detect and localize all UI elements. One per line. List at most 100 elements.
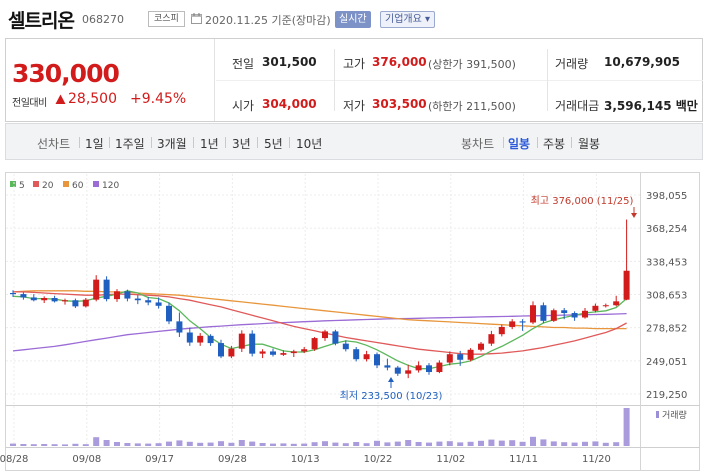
toolbar-separator <box>109 137 110 148</box>
high-annotation: 최고 376,000 (11/25) <box>531 195 634 207</box>
volume-bar <box>405 440 412 446</box>
volume-bar <box>280 443 287 446</box>
volume-bar <box>186 441 193 446</box>
candle-down <box>426 365 432 373</box>
candle-down <box>342 343 349 350</box>
period-1day[interactable]: 1일 <box>85 137 104 151</box>
candle-down <box>519 321 526 323</box>
candle-down <box>207 335 214 344</box>
period-1year[interactable]: 1년 <box>200 137 219 151</box>
candle-down <box>72 300 79 307</box>
volume-bar <box>249 441 256 446</box>
legend-label-ma20: 20 <box>42 181 54 191</box>
volume-bar <box>238 440 245 446</box>
toolbar-separator <box>225 137 226 148</box>
x-tick-label: 10/22 <box>364 454 393 465</box>
volume-bar <box>530 436 536 446</box>
volume-bar <box>259 443 266 446</box>
volume-bar <box>10 443 16 446</box>
legend-swatch-ma5 <box>10 181 16 187</box>
volume-value: 10,679,905 <box>604 55 680 69</box>
toolbar-separator <box>79 137 80 148</box>
period-3month[interactable]: 3개월 <box>157 137 187 151</box>
volume-bar <box>550 441 557 446</box>
candle-up <box>613 301 620 306</box>
change-label: 전일대비 <box>12 98 47 109</box>
volume-bar <box>301 443 308 446</box>
period-5year[interactable]: 5년 <box>264 137 283 151</box>
legend-label-ma120: 120 <box>102 181 119 191</box>
chart-frame <box>5 172 700 471</box>
candle-up <box>592 305 599 311</box>
x-tick-label: 09/17 <box>145 454 174 465</box>
high-label: 고가 <box>343 57 366 71</box>
low-label: 저가 <box>343 99 366 113</box>
volume-bar <box>166 441 172 446</box>
candle-down <box>540 305 547 321</box>
candle-period-daily[interactable]: 일봉 <box>508 137 531 151</box>
stock-code: 068270 <box>82 13 124 26</box>
volume-bar <box>290 443 297 446</box>
volume-bar <box>30 444 37 446</box>
candle-down <box>176 321 183 333</box>
volume-bar <box>93 437 100 446</box>
candle-down <box>571 313 578 318</box>
change-value: 28,500 <box>68 91 117 107</box>
legend-label-ma60: 60 <box>72 181 84 191</box>
period-3year[interactable]: 3년 <box>232 137 251 151</box>
candle-up <box>436 362 443 373</box>
candle-up <box>301 349 308 352</box>
quote-panel: 330,000 전일대비 28,500 +9.45% 전일 301,500 고가… <box>5 38 703 122</box>
period-10year[interactable]: 10년 <box>296 137 323 151</box>
volume-bar <box>613 442 620 446</box>
candle-period-monthly[interactable]: 월봉 <box>578 137 601 151</box>
candle-down <box>332 331 339 344</box>
volume-bar <box>384 442 391 446</box>
toolbar-separator <box>257 137 258 148</box>
volume-bar <box>478 440 484 446</box>
chart-period-toolbar: 선차트 1일 1주일 3개월 1년 3년 5년 10년 봉차트 일봉 주봉 월봉 <box>5 123 703 160</box>
legend-swatch-ma120 <box>93 181 99 187</box>
x-tick-label: 11/20 <box>582 454 611 465</box>
candle-down <box>186 332 193 343</box>
volume-label: 거래량 <box>662 409 687 421</box>
candle-down <box>374 354 380 366</box>
stock-chart[interactable]: 5 20 60 120 398,055 368,254 338,453 308,653… <box>0 160 706 472</box>
x-tick-label: 08/28 <box>0 454 28 465</box>
toolbar-separator <box>151 137 152 148</box>
candle-down <box>166 305 172 322</box>
x-tick-label: 10/13 <box>291 454 320 465</box>
volume-bar <box>498 440 505 446</box>
company-info-dropdown[interactable]: 기업개요 ▾ <box>380 11 435 28</box>
volume-bar <box>519 441 526 446</box>
realtime-button[interactable]: 실시간 <box>335 11 371 28</box>
line-chart-label[interactable]: 선차트 <box>37 137 71 151</box>
volume-bar <box>134 443 141 446</box>
low-value: 303,500 <box>372 97 427 111</box>
candle-period-weekly[interactable]: 주봉 <box>543 137 566 151</box>
change-rate: +9.45% <box>130 91 187 107</box>
toolbar-separator <box>193 137 194 148</box>
volume-bar <box>207 442 214 446</box>
volume-bar <box>415 442 422 446</box>
candle-up <box>238 333 245 349</box>
toolbar-separator <box>537 137 538 148</box>
volume-bar <box>145 443 152 446</box>
candle-chart-label[interactable]: 봉차트 <box>461 137 495 151</box>
period-1week[interactable]: 1주일 <box>115 137 145 151</box>
volume-bar <box>436 441 443 446</box>
candle-up <box>41 298 48 301</box>
volume-bar <box>488 439 495 446</box>
low-arrow-icon <box>388 377 394 388</box>
volume-bar <box>602 442 609 446</box>
x-tick-label: 09/08 <box>72 454 101 465</box>
y-tick-label: 278,852 <box>646 324 687 335</box>
candle-up <box>467 349 474 360</box>
volume-bar <box>592 441 599 446</box>
y-tick-label: 308,653 <box>646 291 687 302</box>
candle-up <box>582 310 588 318</box>
volume-bar <box>197 442 204 446</box>
y-tick-label: 249,051 <box>646 357 687 368</box>
y-tick-label: 398,055 <box>646 191 687 202</box>
candle-up <box>623 270 630 300</box>
